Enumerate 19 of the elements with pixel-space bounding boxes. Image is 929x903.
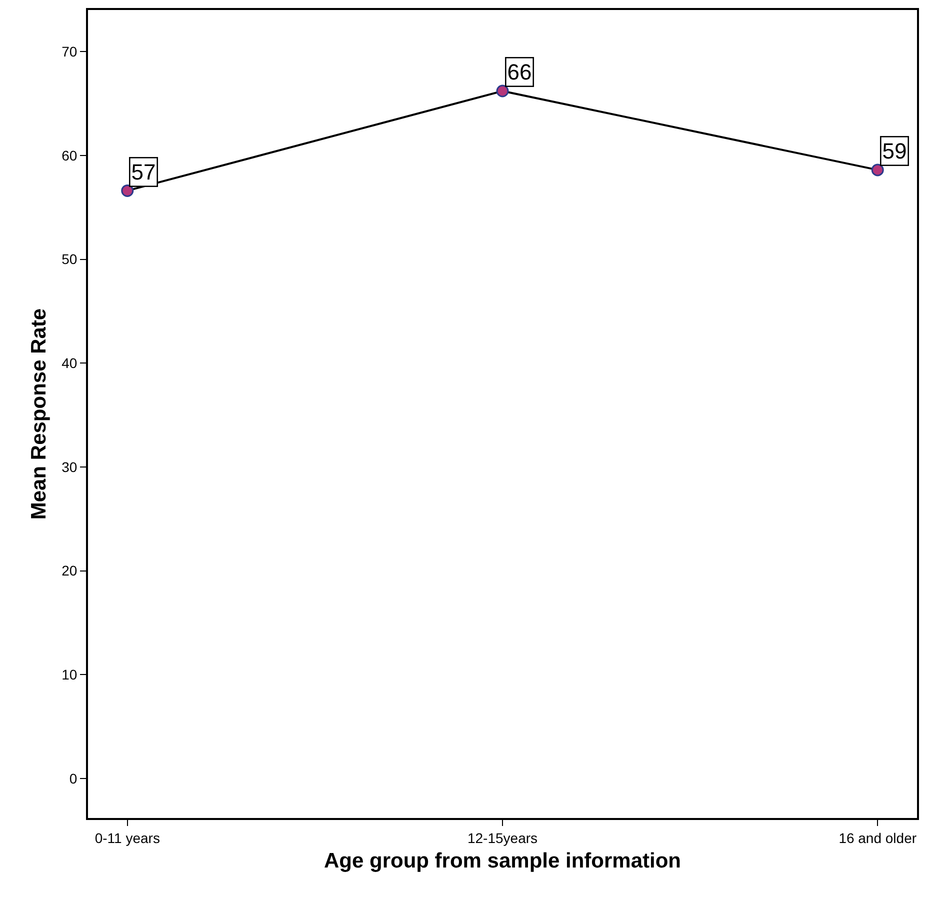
y-tick-label: 50 bbox=[62, 251, 78, 268]
data-label: 59 bbox=[882, 138, 907, 164]
x-tick-label: 0-11 years bbox=[94, 830, 160, 846]
data-label: 57 bbox=[131, 159, 156, 184]
y-tick-label: 0 bbox=[69, 770, 78, 786]
x-tick-label: 12-15years bbox=[467, 830, 538, 846]
y-tick-label: 30 bbox=[62, 458, 78, 475]
point bbox=[871, 164, 884, 176]
point bbox=[121, 184, 134, 197]
y-axis-title: Mean Response Rate bbox=[27, 308, 50, 520]
y-tick-label: 10 bbox=[62, 666, 78, 683]
data-label: 66 bbox=[507, 59, 532, 84]
y-tick-label: 70 bbox=[62, 43, 78, 60]
y-tick-label: 20 bbox=[62, 562, 78, 579]
point bbox=[496, 84, 509, 98]
x-tick-label: 16 and older bbox=[838, 830, 917, 846]
y-tick-label: 40 bbox=[62, 355, 78, 372]
y-tick-label: 60 bbox=[62, 147, 78, 164]
x-axis-title: Age group from sample information bbox=[324, 850, 682, 872]
